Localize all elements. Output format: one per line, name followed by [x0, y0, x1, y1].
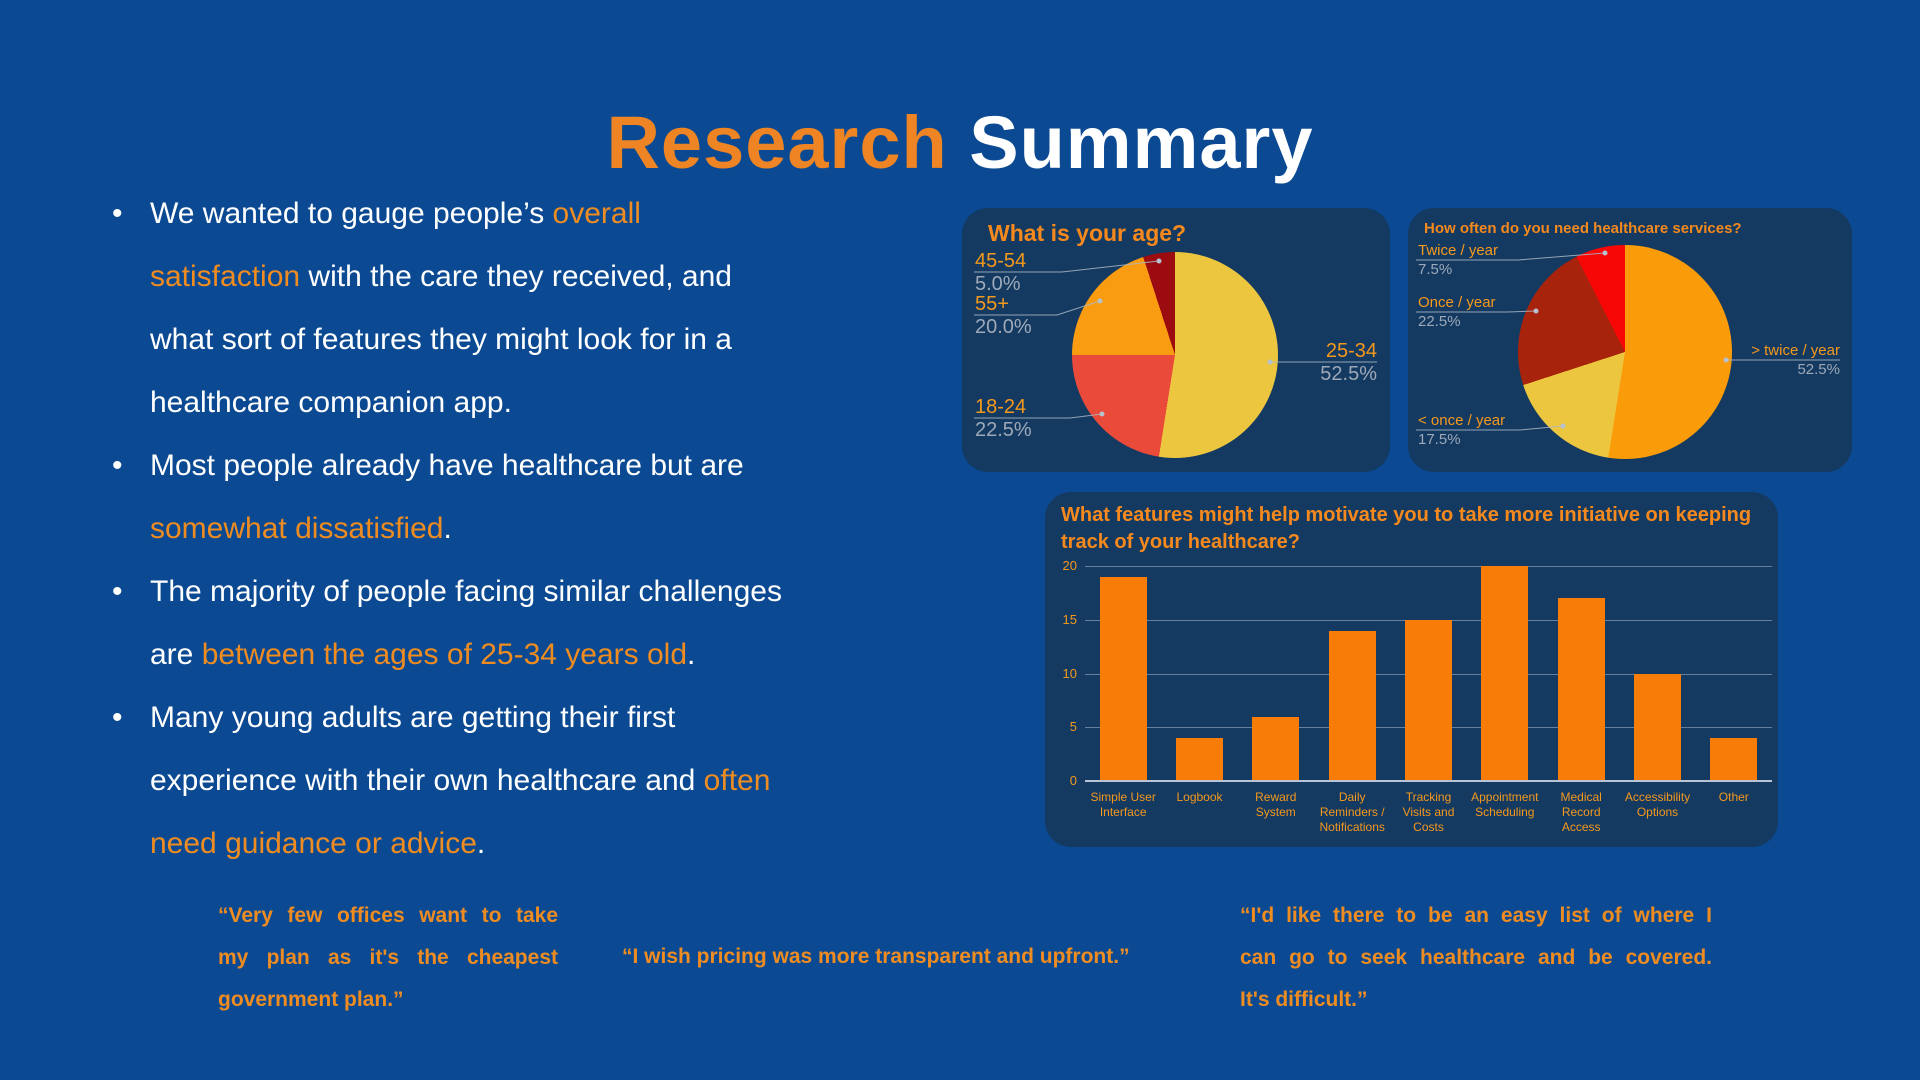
pie-label-percent: 17.5% — [1418, 431, 1461, 448]
bullet-item: • The majority of people facing similar c… — [112, 560, 942, 686]
y-axis-tick-label: 5 — [1069, 719, 1077, 735]
pie-label-percent: 52.5% — [1320, 363, 1377, 385]
pie-label-once-year: Once / year 22.5% — [1418, 293, 1496, 331]
x-axis-category-label: Appointment Scheduling — [1471, 790, 1539, 819]
title-highlight: Research — [606, 100, 948, 184]
quote-line: “I wish pricing was more transparent and… — [622, 945, 1130, 968]
pie-label-category: 25-34 — [1325, 340, 1377, 362]
x-axis-category-label: Accessibility Options — [1624, 790, 1691, 819]
bullet-marker: • — [112, 575, 123, 608]
bar — [1176, 738, 1223, 781]
pie-label-percent: 52.5% — [1797, 361, 1840, 378]
age-pie-chart — [1072, 252, 1278, 458]
pie-label-percent: 22.5% — [1418, 313, 1461, 330]
bullet-text: Most people already have healthcare but … — [150, 449, 744, 545]
quote-center: “I wish pricing was more transparent and… — [622, 936, 1222, 978]
x-axis-category-label: Reward System — [1255, 790, 1297, 819]
features-chart-title-line1: What features might help motivate you to… — [1061, 504, 1752, 526]
frequency-chart-panel: How often do you need healthcare service… — [1408, 208, 1852, 472]
quote-line: It's difficult.” — [1240, 988, 1368, 1011]
x-axis-category-label: Logbook — [1176, 790, 1223, 804]
y-axis-tick-label: 20 — [1062, 558, 1077, 573]
pie-label-18-24: 18-24 22.5% — [975, 396, 1032, 442]
pie-label-category: 55+ — [975, 293, 1009, 315]
bar — [1252, 716, 1300, 781]
pie-label-category: Once / year — [1418, 294, 1496, 311]
x-axis-category-label: Simple User Interface — [1090, 790, 1156, 819]
page-title: Research Summary — [0, 100, 1920, 185]
bullet-item: • We wanted to gauge people’s overall sati… — [112, 182, 942, 434]
bullet-marker: • — [112, 197, 123, 230]
features-chart-title: What features might help motivate you to… — [1061, 502, 1751, 556]
age-chart-title: What is your age? — [988, 220, 1187, 246]
quote-line: “I'd like there to be an easy list of wh… — [1240, 904, 1712, 927]
pie-label-less-once-year: < once / year 17.5% — [1418, 411, 1505, 449]
pie-label-category: 18-24 — [975, 396, 1027, 418]
pie-label-25-34: 25-34 52.5% — [1320, 340, 1377, 386]
quote-line: can go to seek healthcare and be covered… — [1240, 946, 1712, 969]
quote-right: “I'd like there to be an easy list of wh… — [1240, 895, 1712, 1021]
frequency-pie-chart — [1518, 245, 1732, 459]
quote-left: “Very few offices want to take my plan as… — [218, 895, 558, 1021]
bullet-marker: • — [112, 701, 123, 734]
bullet-item: • Most people already have healthcare but… — [112, 434, 942, 560]
pie-label-category: < once / year — [1418, 412, 1506, 429]
bullet-item: • Many young adults are getting their fir… — [112, 686, 942, 875]
quote-line: government plan.” — [218, 988, 404, 1011]
age-chart-panel: What is your age? 45-54 5.0% 55+ 20.0% 1… — [962, 208, 1390, 472]
pie-label-percent: 22.5% — [975, 419, 1032, 441]
features-chart-panel: What features might help motivate you to… — [1045, 492, 1778, 847]
features-chart-title-line2: track of your healthcare? — [1061, 531, 1300, 553]
quote-line: my plan as it's the cheapest — [218, 946, 558, 969]
x-axis-category-label: Other — [1718, 790, 1749, 804]
pie-label-percent: 5.0% — [975, 273, 1021, 295]
pie-label-twice-year: Twice / year 7.5% — [1418, 241, 1498, 279]
bar — [1099, 576, 1147, 782]
bar — [1710, 738, 1758, 781]
bullet-list: • We wanted to gauge people’s overall sati… — [112, 182, 942, 875]
frequency-chart-title: How often do you need healthcare service… — [1424, 220, 1742, 237]
x-axis-line — [1085, 780, 1772, 782]
pie-label-percent: 20.0% — [975, 316, 1032, 338]
pie-label-percent: 7.5% — [1418, 261, 1453, 278]
x-axis-category-label: Daily Reminders / Notifications — [1319, 790, 1385, 834]
y-axis-tick-label: 15 — [1062, 611, 1077, 627]
features-bar-chart: 0 5 10 15 20 Simple User Interface Logbook Rewar… — [1045, 492, 1778, 847]
pie-label-more-twice-year: > twice / year 52.5% — [1751, 341, 1840, 379]
pie-label-45-54: 45-54 5.0% — [975, 250, 1026, 296]
bullet-text: The majority of people facing similar ch… — [150, 575, 782, 671]
x-axis-category-label: Medical Record Access — [1560, 790, 1602, 834]
pie-label-category: Twice / year — [1418, 242, 1499, 259]
bullet-marker: • — [112, 449, 123, 482]
bar — [1557, 598, 1605, 782]
pie-label-category: 45-54 — [975, 250, 1027, 272]
bar — [1481, 566, 1529, 781]
pie-label-category: > twice / year — [1751, 342, 1840, 359]
bar — [1634, 673, 1681, 781]
bullet-text: We wanted to gauge people’s overall satis… — [150, 197, 732, 419]
y-axis-tick-label: 0 — [1069, 773, 1077, 788]
gridline — [1085, 566, 1772, 567]
pie-label-55plus: 55+ 20.0% — [975, 293, 1032, 339]
bullet-text: Many young adults are getting their firs… — [150, 701, 771, 860]
y-axis-tick-label: 10 — [1062, 665, 1077, 681]
bar — [1405, 619, 1452, 782]
quote-line: “Very few offices want to take — [218, 904, 558, 927]
title-rest: Summary — [947, 100, 1314, 184]
x-axis-category-label: Tracking Visits and Costs — [1402, 790, 1455, 834]
bar — [1328, 630, 1376, 781]
